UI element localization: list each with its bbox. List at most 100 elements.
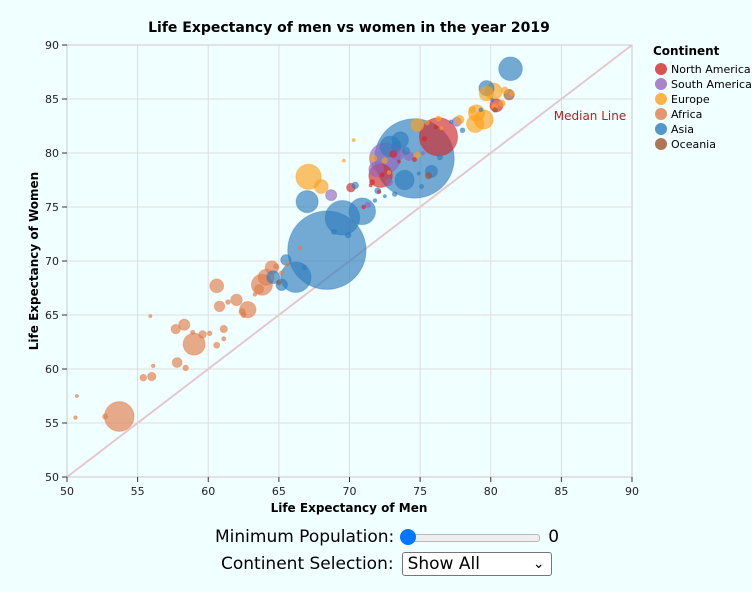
data-point	[351, 137, 356, 143]
data-point	[394, 169, 415, 191]
y-tick-label: 75	[45, 201, 59, 214]
data-point	[148, 313, 153, 319]
data-point	[170, 323, 181, 335]
chevron-down-icon: ⌄	[532, 556, 545, 572]
legend-swatch	[655, 108, 667, 120]
data-point	[295, 190, 319, 214]
legend-label: Africa	[671, 108, 702, 121]
x-tick-label: 50	[60, 485, 74, 498]
data-point	[492, 106, 498, 113]
data-point	[372, 198, 378, 203]
slider-track[interactable]	[402, 534, 541, 542]
data-point	[74, 393, 79, 399]
data-point	[386, 170, 392, 175]
data-point	[421, 136, 428, 142]
y-tick-label: 80	[45, 147, 59, 160]
data-point	[150, 363, 156, 369]
data-point	[401, 146, 411, 155]
x-tick-label: 70	[343, 485, 357, 498]
data-point	[252, 292, 258, 297]
x-tick-label: 60	[201, 485, 215, 498]
data-point	[266, 270, 281, 285]
data-point	[330, 228, 338, 235]
legend-title: Continent	[653, 44, 720, 58]
data-point	[348, 197, 376, 226]
data-point	[420, 150, 426, 156]
x-tick-label: 90	[625, 485, 639, 498]
y-tick-label: 55	[45, 417, 59, 430]
legend-swatch	[655, 123, 667, 135]
min-population-control: Minimum Population: 0	[215, 526, 559, 548]
median-line-label: Median Line	[554, 109, 626, 123]
legend-label: Oceania	[671, 138, 716, 151]
data-point	[478, 107, 484, 113]
data-point	[368, 161, 385, 178]
data-point	[436, 154, 443, 161]
x-axis: 50 55 60 65 70 75 80 85 90	[60, 477, 639, 498]
y-tick-label: 85	[45, 93, 59, 106]
continent-select[interactable]: Show All ⌄	[401, 552, 552, 576]
data-point	[382, 194, 387, 199]
data-point	[73, 415, 78, 420]
data-point	[364, 201, 372, 209]
data-point	[280, 261, 312, 293]
min-population-value: 0	[548, 527, 560, 547]
legend-label: North America	[671, 63, 751, 76]
data-point	[448, 119, 454, 124]
data-point	[206, 330, 213, 337]
data-point	[240, 311, 247, 319]
data-point	[190, 329, 196, 335]
data-point	[439, 126, 444, 131]
continent-select-value: Show All	[407, 554, 480, 574]
y-tick-label: 70	[45, 255, 59, 268]
data-point	[230, 293, 243, 307]
legend-label: South America	[671, 78, 752, 91]
data-point	[103, 401, 135, 432]
min-population-slider[interactable]	[400, 526, 542, 548]
slider-thumb[interactable]	[400, 529, 417, 545]
data-point	[279, 270, 285, 276]
data-point	[459, 127, 466, 134]
continent-selection-control: Continent Selection: Show All ⌄	[221, 552, 552, 576]
data-point	[390, 141, 402, 152]
data-point	[389, 150, 398, 159]
data-point	[171, 357, 183, 368]
bubbles	[73, 56, 523, 432]
data-point	[433, 124, 438, 130]
legend-swatch	[655, 93, 667, 105]
data-point	[209, 278, 225, 294]
data-point	[313, 179, 329, 194]
data-point	[284, 261, 290, 267]
data-point	[468, 105, 477, 114]
y-axis-label: Life Expectancy of Women	[27, 172, 41, 350]
legend-swatch	[655, 63, 667, 75]
data-point	[344, 231, 352, 239]
data-point	[435, 115, 442, 122]
x-tick-label: 55	[131, 485, 145, 498]
x-tick-label: 75	[413, 485, 427, 498]
data-point	[490, 97, 495, 103]
data-point	[385, 178, 394, 187]
data-point	[213, 300, 226, 313]
min-population-label: Minimum Population:	[215, 527, 395, 547]
data-point	[381, 157, 389, 164]
data-point	[254, 284, 265, 295]
data-point	[410, 117, 425, 132]
data-point	[225, 299, 231, 305]
y-tick-label: 65	[45, 309, 59, 322]
data-point	[411, 156, 418, 163]
data-point	[295, 163, 322, 190]
data-point	[361, 204, 366, 210]
data-point	[377, 189, 382, 194]
y-axis: 50 55 60 65 70 75 80 85 90	[45, 39, 67, 484]
data-point	[276, 280, 282, 286]
legend-label: Asia	[671, 123, 694, 136]
data-point	[139, 373, 148, 382]
y-tick-label: 60	[45, 363, 59, 376]
data-point	[182, 364, 189, 372]
x-tick-label: 65	[272, 485, 286, 498]
legend-label: Europe	[671, 93, 710, 106]
data-point	[341, 158, 346, 163]
data-point	[379, 172, 385, 178]
data-point	[219, 324, 228, 334]
